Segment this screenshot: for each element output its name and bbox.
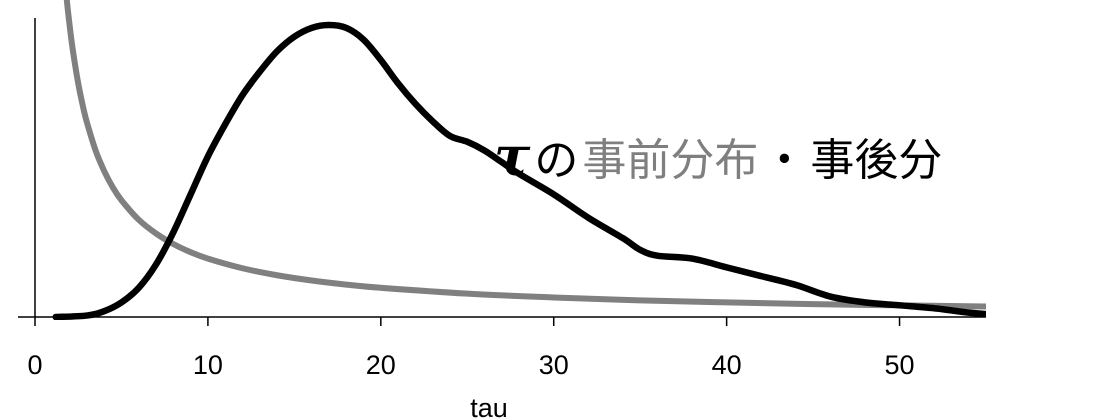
x-tick-label-40: 40: [712, 350, 742, 380]
series-layer: [52, 0, 986, 320]
x-tick-label-10: 10: [193, 350, 223, 380]
title-tau-symbol: τ: [494, 124, 531, 188]
axes: 0 10 20 30 40 50: [18, 18, 986, 380]
chart-title: τ の 事前分布 ・ 事後分: [494, 124, 942, 188]
x-tick-label-20: 20: [366, 350, 396, 380]
x-tick-label-50: 50: [885, 350, 915, 380]
x-axis-title: tau: [470, 393, 508, 420]
x-tick-label-30: 30: [539, 350, 569, 380]
series-line-black: [52, 21, 986, 320]
series-line-gray: [63, 0, 986, 310]
title-prior: 事前分布: [582, 135, 758, 186]
title-separator: ・: [762, 135, 806, 186]
title-posterior: 事後分: [810, 135, 942, 186]
x-ticks: 0 10 20 30 40 50: [27, 317, 915, 380]
title-particle: の: [534, 135, 578, 186]
x-tick-label-0: 0: [27, 350, 42, 380]
